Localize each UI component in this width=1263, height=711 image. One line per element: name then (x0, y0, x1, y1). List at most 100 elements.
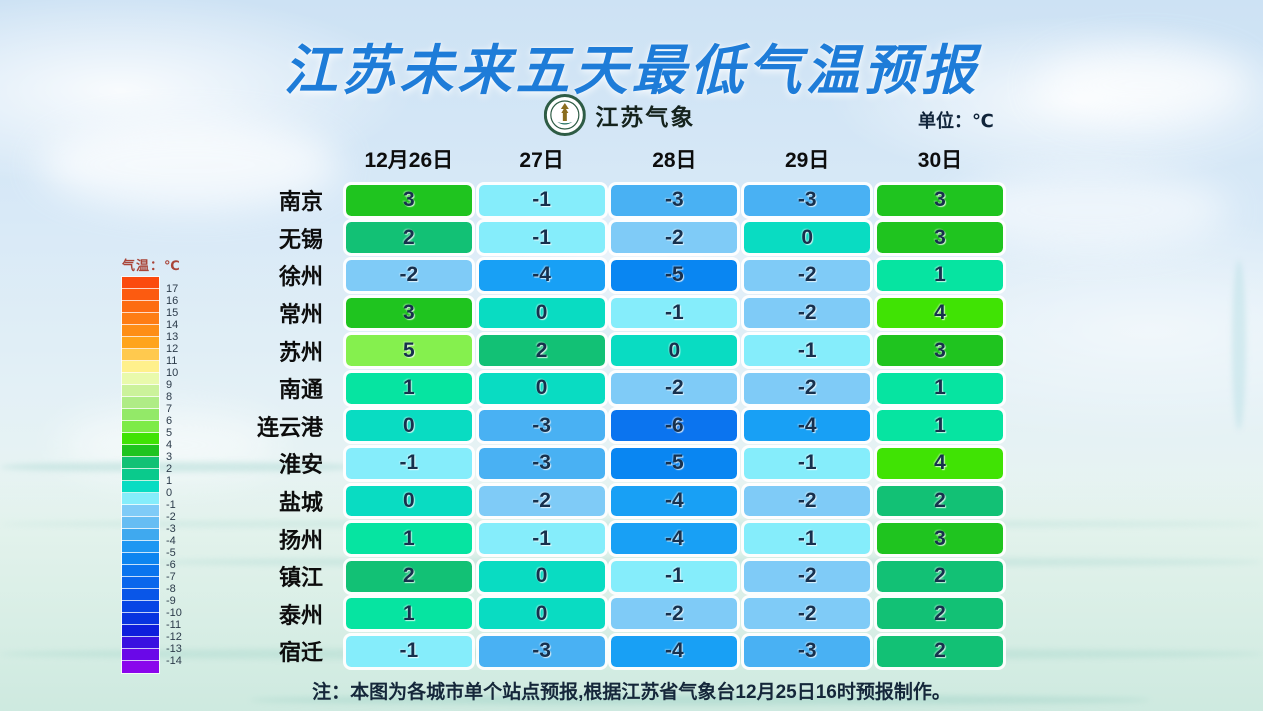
temp-cell: 5 (342, 332, 475, 369)
temp-cell: 0 (475, 557, 608, 595)
temp-cell: -2 (741, 482, 874, 520)
temp-cell: -1 (342, 632, 475, 670)
city-label: 南通 (278, 377, 323, 403)
city-label: 镇江 (278, 565, 323, 591)
legend-color-scale: 17 16 15 14 13 12 11 10 9 8 7 6 5 4 3 2 1 0 -1 -2 -3 -4 -5 -6 -7… (121, 276, 232, 679)
legend-tick-label: 8 (166, 391, 173, 403)
cloud-art (1040, 50, 1250, 120)
legend-tick-label: -3 (166, 523, 176, 535)
temp-cell: 0 (608, 332, 741, 369)
footnote: 注：本图为各城市单个站点预报,根据江苏省气象台12月25日16时预报制作。 (312, 682, 951, 703)
legend-tick-label: -12 (166, 631, 182, 643)
legend-color-block (121, 492, 160, 506)
temp-cell: 3 (342, 181, 475, 219)
legend-color-block (121, 444, 160, 458)
city-label: 盐城 (278, 489, 323, 515)
city-label: 泰州 (278, 602, 323, 628)
city-label: 淮安 (278, 452, 323, 478)
legend-tick-label: -8 (166, 583, 176, 595)
temp-cell: -2 (475, 482, 608, 520)
temp-cell: -1 (741, 444, 874, 482)
temp-cell: 2 (873, 482, 1006, 520)
watercolor-streak (0, 462, 360, 472)
temp-cell: -1 (475, 520, 608, 557)
temp-cell: -2 (342, 257, 475, 294)
unit-label: 单位：℃ (918, 111, 994, 131)
temp-cell: -2 (741, 257, 874, 294)
temp-cell: -2 (608, 595, 741, 633)
temp-cell: 2 (873, 557, 1006, 595)
legend-tick-label: -6 (166, 559, 176, 571)
legend-tick-label: -11 (166, 619, 182, 631)
legend-tick-label: 4 (166, 439, 173, 451)
temp-cell: 0 (342, 482, 475, 520)
city-label: 常州 (278, 301, 323, 327)
temp-cell: 1 (342, 369, 475, 407)
temp-cell: -4 (608, 632, 741, 670)
column-header: 28日 (652, 149, 697, 172)
legend-color-block (121, 288, 160, 302)
temp-cell: 0 (475, 294, 608, 332)
temp-cell: 4 (873, 444, 1006, 482)
legend-color-block (121, 552, 160, 566)
temp-cell: -3 (475, 407, 608, 445)
cloud-art (60, 410, 280, 480)
temp-cell: -5 (608, 444, 741, 482)
legend-tick-label: 0 (166, 487, 173, 499)
legend-tick-label: 2 (166, 463, 173, 475)
temp-cell: -3 (608, 181, 741, 219)
legend-tick-label: 10 (166, 367, 179, 379)
brand-lockup: 江苏气象 (543, 94, 695, 136)
legend-color-block (121, 420, 160, 434)
temp-cell: 1 (873, 407, 1006, 445)
cloud-art (40, 120, 340, 210)
temp-cell: -2 (741, 595, 874, 633)
watercolor-streak (250, 695, 1150, 705)
temp-cell: -2 (741, 294, 874, 332)
legend-color-block (121, 456, 160, 470)
temp-cell: -1 (608, 557, 741, 595)
temp-cell: 1 (873, 369, 1006, 407)
legend-tick-label: 5 (166, 427, 173, 439)
legend-title: 气温：℃ (122, 258, 181, 273)
table-corner (223, 140, 339, 178)
legend-tick-label: 16 (166, 295, 179, 307)
temp-cell: 3 (873, 219, 1006, 257)
temp-cell: -1 (608, 294, 741, 332)
city-label: 扬州 (278, 527, 323, 553)
city-label: 连云港 (256, 414, 323, 440)
legend-color-block (121, 468, 160, 482)
temp-cell: -5 (608, 257, 741, 294)
temp-cell: 0 (342, 407, 475, 445)
temp-cell: -2 (608, 219, 741, 257)
temperature-legend: 气温：℃ 17 16 15 14 13 12 11 10 9 8 7 6 5 4 3 2 1 0 -1 -2 -3 -4-… (121, 255, 232, 679)
legend-color-block (121, 384, 160, 398)
temp-cell: 2 (342, 219, 475, 257)
temp-cell: -4 (608, 520, 741, 557)
column-header: 12月26日 (364, 149, 454, 172)
temp-cell: 3 (873, 181, 1006, 219)
temp-cell: -4 (608, 482, 741, 520)
temp-cell: -3 (475, 444, 608, 482)
legend-tick-label: 17 (166, 283, 179, 295)
legend-tick-label: 13 (166, 331, 179, 343)
temp-cell: 2 (873, 595, 1006, 633)
legend-color-block (121, 636, 160, 650)
legend-color-block (121, 324, 160, 338)
temp-cell: 1 (342, 595, 475, 633)
brand-name: 江苏气象 (595, 104, 696, 130)
legend-color-block (121, 504, 160, 518)
legend-tick-label: 11 (166, 355, 178, 367)
temp-cell: 1 (873, 257, 1006, 294)
column-header: 27日 (519, 149, 564, 172)
legend-tick-label: -4 (166, 535, 176, 547)
temp-cell: 1 (342, 520, 475, 557)
legend-color-block (121, 660, 160, 674)
temp-cell: -3 (475, 632, 608, 670)
city-label: 徐州 (278, 264, 323, 290)
legend-color-block (121, 360, 160, 374)
temp-cell: 2 (342, 557, 475, 595)
temp-cell: -3 (741, 181, 874, 219)
legend-tick-label: 6 (166, 415, 173, 427)
legend-color-block (121, 600, 160, 614)
